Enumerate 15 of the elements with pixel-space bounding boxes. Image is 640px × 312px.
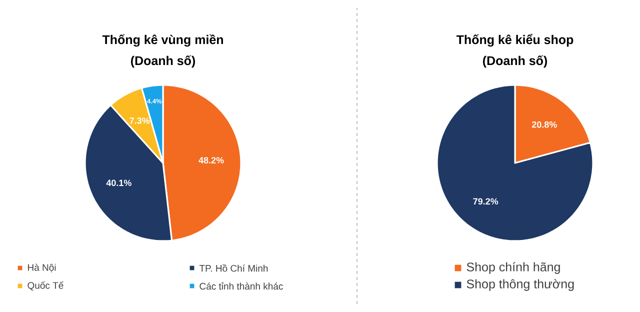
- chart-subtitle: (Doanh số): [483, 55, 548, 68]
- data-label: 48.2%: [198, 157, 224, 164]
- chart-subtitle: (Doanh số): [131, 55, 196, 68]
- data-label: 20.8%: [532, 121, 557, 128]
- legend-label: Shop thông thường: [466, 279, 574, 291]
- data-label: 7.3%: [130, 117, 150, 124]
- legend-label: Các tỉnh thành khác: [200, 282, 283, 290]
- chart-title: Thống kê vùng miền: [102, 34, 223, 47]
- legend-label: Quốc Tế: [28, 281, 64, 291]
- data-label: 40.1%: [106, 180, 132, 186]
- legend-label: Hà Nội: [28, 264, 56, 272]
- legend-label: TP. Hồ Chí Minh: [199, 264, 268, 272]
- chart-title: Thống kê kiểu shop: [456, 34, 574, 47]
- legend-label: Shop chính hãng: [466, 262, 560, 274]
- data-label: 79.2%: [473, 198, 498, 205]
